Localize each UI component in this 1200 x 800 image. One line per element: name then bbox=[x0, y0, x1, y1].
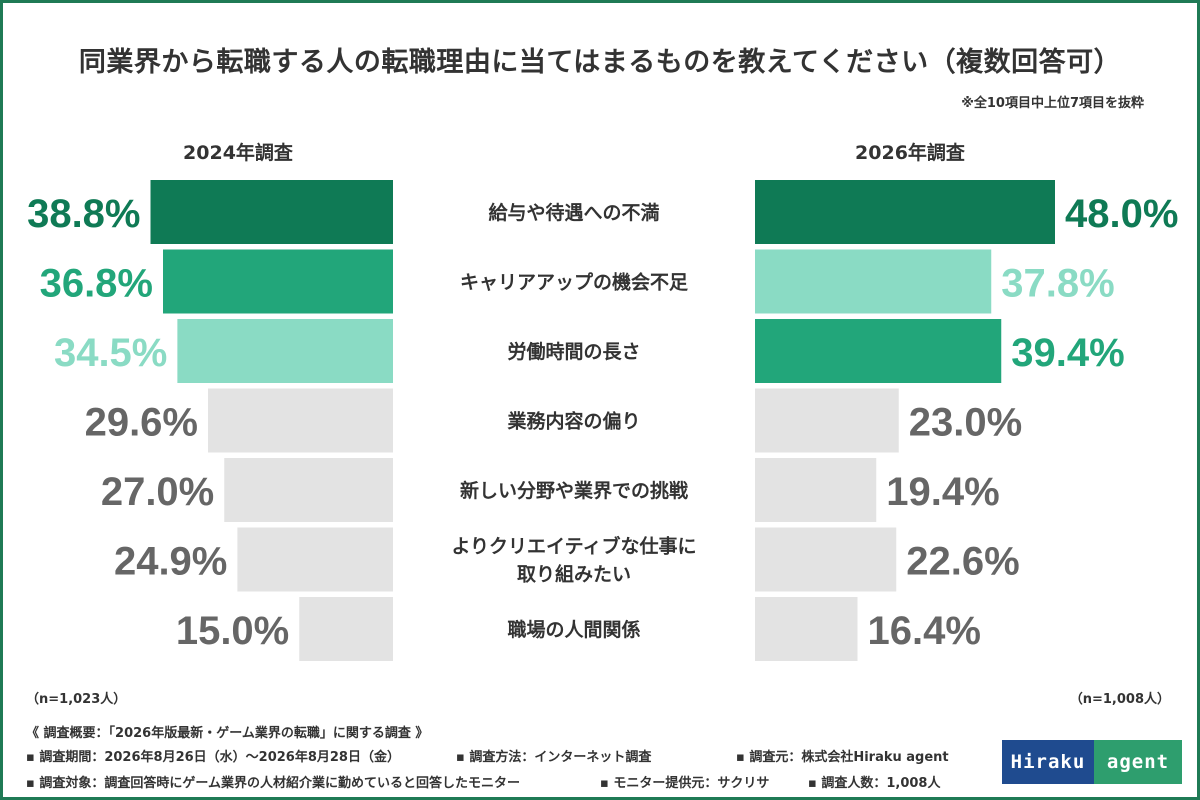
data-label-2026-1: 48.0% bbox=[1065, 192, 1178, 236]
bar-2026-7 bbox=[755, 597, 858, 661]
data-label-2024-2: 36.8% bbox=[40, 262, 153, 306]
bar-2024-6 bbox=[237, 527, 393, 592]
bar-2026-3 bbox=[755, 319, 1002, 383]
footer-provider: ▪ モニター提供元：サクリサ bbox=[600, 776, 770, 791]
footer-method: ▪ 調査方法：インターネット調査 bbox=[456, 750, 652, 765]
bar-2024-1 bbox=[150, 180, 393, 244]
chart-title: 同業界から転職する人の転職理由に当てはまるものを教えてください（複数回答可） bbox=[78, 47, 1122, 78]
data-label-2024-5: 27.0% bbox=[101, 470, 214, 514]
sample-size-2026: （n=1,008人） bbox=[1069, 692, 1170, 707]
footer-overview: 《 調査概要：「2026年版最新・ゲーム業界の転職」に関する調査 》 bbox=[26, 726, 429, 741]
category-label-6-line2: 取り組みたい bbox=[517, 563, 631, 586]
data-label-2024-3: 34.5% bbox=[54, 331, 167, 375]
bar-2026-6 bbox=[755, 527, 897, 592]
data-label-2026-5: 19.4% bbox=[886, 470, 999, 514]
logo-part-hiraku: Hiraku bbox=[1002, 740, 1094, 784]
logo-part-agent: agent bbox=[1094, 740, 1182, 784]
data-label-2026-2: 37.8% bbox=[1001, 262, 1114, 306]
bar-2024-7 bbox=[299, 597, 393, 661]
data-label-2026-3: 39.4% bbox=[1011, 331, 1124, 375]
data-label-2024-1: 38.8% bbox=[27, 192, 140, 236]
category-label-1: 給与や待遇への不満 bbox=[488, 201, 659, 224]
data-label-2024-6: 24.9% bbox=[114, 540, 227, 584]
category-label-2: キャリアアップの機会不足 bbox=[460, 271, 689, 294]
category-label-7: 職場の人間関係 bbox=[507, 618, 640, 641]
footer-source: ▪ 調査元：株式会社Hiraku agent bbox=[736, 750, 949, 765]
data-label-2024-4: 29.6% bbox=[85, 401, 198, 445]
bar-2026-2 bbox=[755, 249, 992, 314]
bar-2026-4 bbox=[755, 388, 899, 453]
bar-2024-5 bbox=[224, 458, 393, 522]
chart-note: ※全10項目中上位7項目を抜粋 bbox=[961, 96, 1144, 111]
data-label-2026-6: 22.6% bbox=[906, 540, 1019, 584]
hiraku-agent-logo: Hiraku agent bbox=[1002, 740, 1182, 784]
survey-2026-heading: 2026年調査 bbox=[855, 142, 965, 164]
footer-count: ▪ 調査人数：1,008人 bbox=[808, 776, 941, 791]
sample-size-2024: （n=1,023人） bbox=[26, 692, 127, 707]
category-label-4: 業務内容の偏り bbox=[506, 410, 640, 433]
bar-2024-3 bbox=[177, 319, 393, 383]
data-label-2026-4: 23.0% bbox=[909, 401, 1022, 445]
footer-target: ▪ 調査対象：調査回答時にゲーム業界の人材紹介業に勤めていると回答したモニター bbox=[26, 776, 520, 791]
bar-2024-2 bbox=[163, 249, 393, 314]
data-label-2026-7: 16.4% bbox=[868, 609, 981, 653]
bar-2024-4 bbox=[208, 388, 393, 453]
bar-2026-5 bbox=[755, 458, 877, 522]
category-label-3: 労働時間の長さ bbox=[507, 340, 640, 363]
data-label-2024-7: 15.0% bbox=[176, 609, 289, 653]
category-label-6-line1: よりクリエイティブな仕事に bbox=[451, 535, 696, 558]
bar-2026-1 bbox=[755, 180, 1055, 244]
footer-period: ▪ 調査期間：2026年8月26日（水）～2026年8月28日（金） bbox=[26, 750, 400, 765]
category-label-5: 新しい分野や業界での挑戦 bbox=[460, 479, 688, 502]
survey-2024-heading: 2024年調査 bbox=[183, 142, 293, 164]
